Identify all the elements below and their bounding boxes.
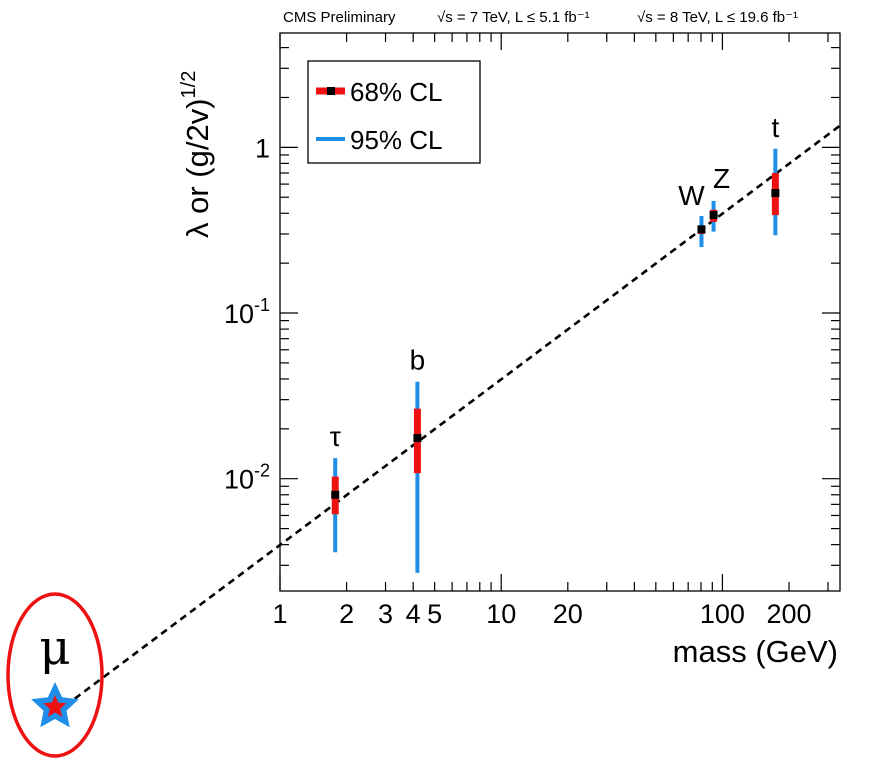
x-tick-label: 10: [486, 599, 516, 629]
y-axis-title-group: λ or (g/2v)1/2: [178, 71, 215, 238]
header-run1-lumi: √s = 7 TeV, L ≤ 5.1 fb⁻¹: [437, 9, 590, 26]
muon-label: μ: [39, 620, 70, 676]
sm-expectation-line: [45, 124, 841, 722]
y-tick-label: 10-2: [224, 461, 270, 495]
data-point: [771, 189, 780, 198]
legend-label-68: 68% CL: [350, 77, 443, 107]
particle-labels: τ b WZt: [330, 112, 780, 452]
particle-label: τ: [330, 421, 341, 452]
particle-label: W: [678, 180, 705, 211]
particle-label: b: [410, 345, 426, 376]
x-tick-label: 3: [378, 599, 393, 629]
particle-label: Z: [713, 163, 730, 194]
x-tick-label: 200: [766, 599, 811, 629]
data-point: [697, 225, 706, 234]
data-point: [709, 211, 718, 220]
data-point: [331, 490, 340, 499]
x-tick-label: 5: [427, 599, 442, 629]
y-tick-label: 10-1: [224, 295, 270, 329]
y-axis-title: λ or (g/2v)1/2: [178, 71, 215, 238]
x-tick-label: 20: [553, 599, 583, 629]
y-tick-label: 1: [255, 133, 270, 163]
x-axis-title: mass (GeV): [673, 634, 838, 669]
axis-ticks: [279, 33, 840, 591]
axis-tick-labels: 1 2 3 4 5 10 20 100 200 10-2 10-1 1: [224, 133, 812, 629]
legend-label-95: 95% CL: [350, 125, 443, 155]
x-tick-label: 4: [406, 599, 421, 629]
plot-frame: [279, 32, 841, 592]
particle-label: t: [771, 112, 779, 143]
data-points: [331, 148, 780, 573]
legend-box: [307, 60, 481, 164]
header-cms-preliminary: CMS Preliminary: [283, 9, 396, 26]
header-run2-lumi: √s = 8 TeV, L ≤ 19.6 fb⁻¹: [637, 9, 798, 26]
muon-highlight-circle: [6, 592, 104, 758]
x-tick-label: 2: [339, 599, 354, 629]
legend-swatch-68-center: [327, 87, 335, 95]
data-point: [413, 434, 422, 443]
x-tick-label: 100: [700, 599, 745, 629]
legend: 68% CL 95% CL: [307, 60, 481, 164]
x-tick-label: 1: [272, 599, 287, 629]
muon-star-inner: [43, 695, 67, 717]
y-axis-title-exp: 1/2: [178, 71, 200, 99]
